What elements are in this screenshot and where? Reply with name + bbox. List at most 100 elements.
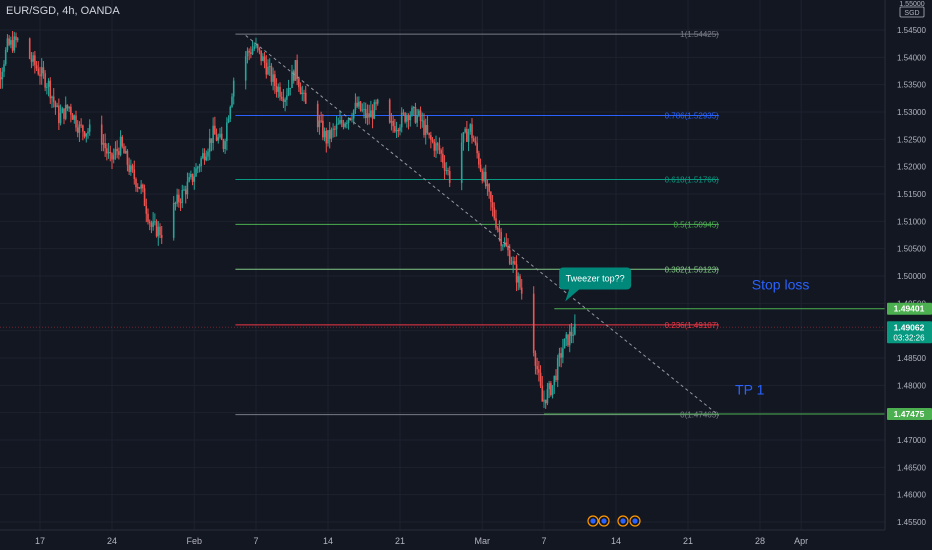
candle-body (541, 385, 544, 402)
candle-body (498, 229, 501, 233)
candle-body (303, 92, 305, 94)
candle-body (123, 146, 125, 154)
candle-body (356, 102, 358, 107)
time-tick-label: 17 (35, 536, 45, 546)
candle-body (282, 98, 285, 102)
candle-body (392, 120, 394, 127)
candle-body (292, 71, 295, 81)
candle-body (373, 102, 376, 119)
candle-body (546, 389, 549, 404)
candle-body (128, 164, 130, 172)
trend-line[interactable] (245, 35, 720, 416)
candle-body (404, 113, 406, 122)
candle-body (334, 128, 336, 130)
candle-body (143, 188, 146, 206)
candle-body (332, 128, 334, 130)
candle-body (397, 129, 400, 132)
candle-body (11, 40, 14, 51)
candle-body (555, 375, 557, 381)
candle-body (200, 158, 202, 167)
event-marker-dot-icon (601, 518, 607, 524)
candle-body (157, 226, 160, 237)
candle-body (126, 150, 129, 165)
candle-body (183, 189, 185, 191)
candle-body (109, 151, 112, 154)
candle-body (191, 173, 194, 182)
candle-body (118, 151, 120, 155)
time-tick-label: 24 (107, 536, 117, 546)
candle-body (196, 167, 199, 169)
candle-body (534, 352, 537, 366)
fib-level-label: 1(1.54425) (680, 30, 719, 39)
candle-body (407, 115, 410, 121)
candle-body (316, 103, 319, 128)
candle-body (226, 122, 228, 142)
candle-body (435, 143, 437, 151)
candle-body (371, 110, 374, 119)
candle-body (174, 202, 177, 204)
price-tick-label: 1.51000 (897, 217, 926, 226)
candle-body (462, 132, 465, 143)
candle-body (556, 358, 559, 381)
candle-body (419, 110, 422, 121)
candle-body (68, 106, 70, 109)
candle-body (142, 184, 144, 189)
candle-body (116, 148, 118, 152)
candle-body (488, 184, 490, 192)
candle-body (121, 136, 124, 147)
candle-body (135, 178, 137, 188)
candle-body (471, 124, 473, 139)
candle-body (255, 44, 257, 47)
candle-body (351, 118, 353, 120)
candle-body (262, 56, 264, 61)
candle-body (472, 138, 475, 142)
candle-body (58, 105, 60, 124)
candle-body (64, 104, 67, 119)
candle-body (337, 123, 340, 125)
price-tag-label: 1.49401 (894, 304, 925, 314)
candle-body (286, 95, 288, 100)
candle-body (224, 141, 226, 149)
candle-body (205, 156, 208, 161)
candle-body (246, 50, 249, 57)
candle-body (572, 334, 574, 336)
candle-body (44, 73, 46, 88)
candle-body (82, 125, 84, 132)
candle-body (61, 108, 64, 114)
candle-body (275, 86, 278, 92)
candle-body (59, 113, 62, 124)
candle-body (394, 126, 396, 132)
candle-body (447, 170, 449, 172)
candle-body (244, 56, 247, 81)
candle-body (568, 331, 571, 346)
candle-body (399, 127, 401, 132)
candle-body (131, 165, 134, 170)
candle-body (548, 383, 550, 390)
price-tick-label: 1.54500 (897, 26, 926, 35)
candle-body (411, 107, 413, 116)
candle-body (130, 165, 132, 172)
event-marker-dot-icon (620, 518, 626, 524)
time-tick-label: 21 (395, 536, 405, 546)
currency-badge[interactable] (899, 6, 925, 18)
candle-body (335, 124, 338, 130)
candle-body (70, 106, 72, 115)
candle-body (515, 264, 518, 283)
time-tick-label: Mar (475, 536, 491, 546)
candle-body (106, 148, 108, 154)
callout-box[interactable] (559, 267, 632, 290)
candle-body (296, 60, 298, 80)
candle-body (565, 334, 568, 339)
candle-body (442, 153, 444, 163)
candle-body (159, 226, 161, 236)
candle-body (474, 141, 477, 144)
fib-level-label: 0.786(1.52935) (665, 112, 720, 121)
candle-body (460, 142, 463, 183)
candle-body (54, 101, 57, 108)
candle-body (111, 153, 113, 160)
candle-body (193, 176, 196, 182)
candle-body (512, 261, 514, 264)
candle-body (71, 114, 74, 120)
candle-body (424, 124, 427, 135)
